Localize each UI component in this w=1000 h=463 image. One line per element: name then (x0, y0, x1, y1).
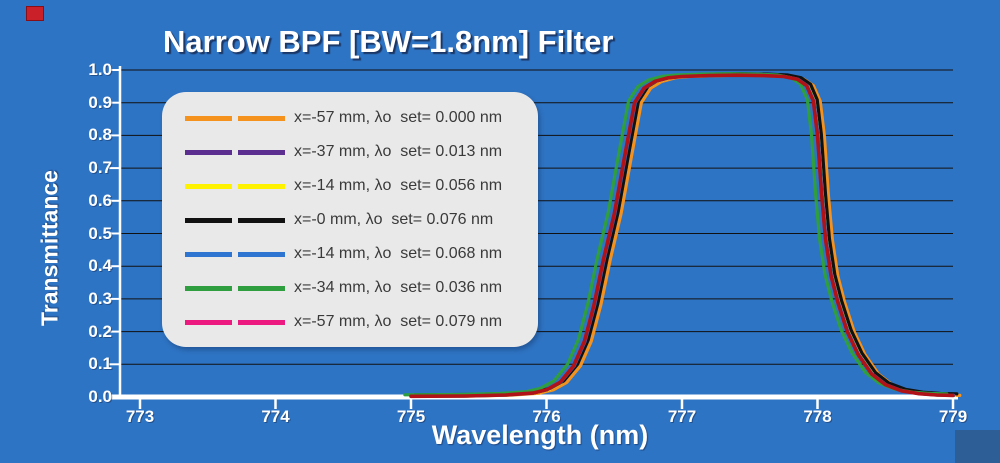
corner-box (955, 430, 1000, 463)
legend-dash-icon (238, 251, 285, 257)
x-tick-label: 773 (125, 407, 155, 426)
legend-box: x=-57 mm, λo set= 0.000 nm x=-37 mm, λo s… (162, 92, 538, 347)
legend-label: x=-57 mm, λo set= 0.000 nm (294, 109, 503, 126)
y-tick-label: 0.9 (88, 92, 112, 112)
x-tick-label: 777 (667, 407, 697, 426)
legend-dash-icon (238, 149, 285, 155)
chart-title: Narrow BPF [BW=1.8nm] Filter (163, 24, 614, 59)
x-tick-label: 776 (532, 407, 561, 426)
y-tick-label: 0.2 (88, 321, 112, 341)
y-tick-label: 0.5 (88, 223, 112, 243)
legend-swatch-icon (185, 115, 285, 121)
legend-swatch-icon (185, 183, 285, 189)
x-tick-label: 775 (396, 407, 426, 426)
x-tick-label: 779 (938, 407, 968, 426)
y-tick-label: 0.7 (88, 158, 112, 178)
legend-dash-icon (238, 115, 285, 121)
x-tick-label: 778 (803, 407, 832, 426)
y-tick-label: 0.8 (88, 125, 112, 145)
legend-dash-icon (185, 217, 232, 223)
legend-label: x=-14 mm, λo set= 0.056 nm (294, 177, 503, 194)
y-tick-label: 0.6 (88, 190, 112, 210)
legend-item: x=-0 mm, λo set= 0.076 nm (162, 208, 538, 232)
legend-dash-icon (185, 251, 232, 257)
legend-label: x=-14 mm, λo set= 0.068 nm (294, 245, 503, 262)
legend-dash-icon (185, 319, 232, 325)
series-curve (409, 73, 955, 399)
legend-dash-icon (238, 285, 285, 291)
y-axis-title: Transmittance (36, 170, 63, 326)
legend-swatch-icon (185, 217, 285, 223)
legend-item: x=-37 mm, λo set= 0.013 nm (162, 140, 538, 164)
legend-dash-icon (238, 183, 285, 189)
legend-dash-icon (185, 149, 232, 155)
x-tick-label: 774 (261, 407, 290, 426)
y-tick-label: 0.3 (88, 288, 112, 308)
legend-item: x=-57 mm, λo set= 0.079 nm (162, 310, 538, 334)
legend-item: x=-14 mm, λo set= 0.056 nm (162, 174, 538, 198)
legend-dash-icon (238, 319, 285, 325)
legend-item: x=-14 mm, λo set= 0.068 nm (162, 242, 538, 266)
x-axis-title: Wavelength (nm) (431, 420, 649, 450)
y-tick-label: 0.0 (88, 387, 112, 406)
legend-label: x=-37 mm, λo set= 0.013 nm (294, 143, 503, 160)
y-tick-label: 0.4 (88, 256, 112, 276)
legend-item: x=-57 mm, λo set= 0.000 nm (162, 106, 538, 130)
legend-dash-icon (238, 217, 285, 223)
legend-dash-icon (185, 285, 232, 291)
y-tick-label: 0.1 (88, 354, 112, 374)
legend-swatch-icon (185, 149, 285, 155)
legend-swatch-icon (185, 319, 285, 325)
legend-swatch-icon (185, 285, 285, 291)
red-marker-icon (26, 6, 44, 21)
legend-label: x=-0 mm, λo set= 0.076 nm (294, 211, 494, 228)
legend-dash-icon (185, 183, 232, 189)
y-tick-label: 1.0 (88, 60, 112, 79)
legend-dash-icon (185, 115, 232, 121)
legend-swatch-icon (185, 251, 285, 257)
legend-label: x=-57 mm, λo set= 0.079 nm (294, 313, 503, 330)
legend-label: x=-34 mm, λo set= 0.036 nm (294, 279, 503, 296)
legend-item: x=-34 mm, λo set= 0.036 nm (162, 276, 538, 300)
